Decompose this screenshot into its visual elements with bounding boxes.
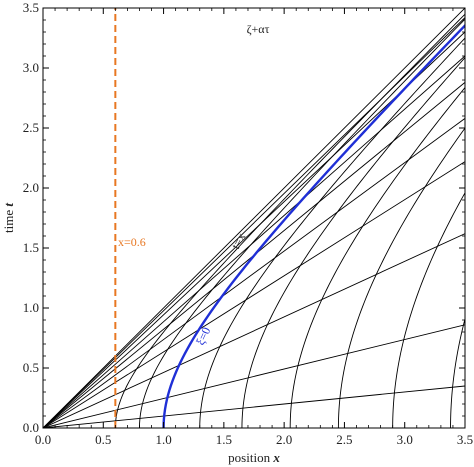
x-tick-label-7: 3.5 xyxy=(457,432,473,447)
x-tick-label-3: 1.5 xyxy=(216,432,232,447)
ray-line-6 xyxy=(43,161,465,428)
y-tick-label-6: 3.0 xyxy=(23,60,39,75)
x-tick-label-0: 0.0 xyxy=(35,432,51,447)
labels-layer: 0.0 0.5 1.0 1.5 2.0 2.5 3.0 3.5 0.0 0.5 1.0 1.5 2.0 2… xyxy=(23,0,473,447)
curves-layer xyxy=(114,13,465,428)
y-tick-label-4: 2.0 xyxy=(23,180,39,195)
ray-line-8 xyxy=(43,324,465,428)
x-tick-label-6: 3.0 xyxy=(397,432,413,447)
x-tick-label-2: 1.0 xyxy=(155,432,171,447)
annotation-highlight: ξ=0 xyxy=(193,325,213,347)
plot-frame xyxy=(42,7,466,429)
ray-line-0 xyxy=(43,8,465,428)
ray-line-1 xyxy=(43,17,465,428)
y-tick-label-3: 1.5 xyxy=(23,240,39,255)
ray-line-7 xyxy=(43,233,465,428)
y-tick-label-1: 0.5 xyxy=(23,360,39,375)
annotation-vertical: x=0.6 xyxy=(118,235,146,249)
y-tick-label-5: 2.5 xyxy=(23,120,39,135)
curve-line-0 xyxy=(114,13,465,428)
y-tick-label-0: 0.0 xyxy=(23,420,39,435)
ticks-layer xyxy=(42,7,466,429)
x-tick-label-1: 0.5 xyxy=(95,432,111,447)
ray-line-5 xyxy=(43,118,465,428)
x-tick-label-4: 2.0 xyxy=(276,432,292,447)
curve-line-3 xyxy=(199,37,465,428)
annotation-diagonal: t=x xyxy=(228,231,248,252)
rays-layer xyxy=(43,8,465,428)
ray-line-9 xyxy=(43,385,465,428)
curve-line-1 xyxy=(139,18,465,428)
curve-line-4 xyxy=(241,56,465,428)
y-axis-title: time t xyxy=(1,203,16,233)
curve-line-7 xyxy=(392,191,465,428)
y-tick-label-2: 1.0 xyxy=(23,300,39,315)
x-axis-title: position x xyxy=(228,450,280,465)
y-tick-label-7: 3.5 xyxy=(23,0,39,15)
curve-line-6 xyxy=(337,127,465,428)
curve-line-5 xyxy=(289,86,465,428)
highlight-curve xyxy=(162,23,465,428)
ray-line-3 xyxy=(43,55,465,428)
curve-line-8 xyxy=(450,317,465,428)
annotation-top: ζ+ατ xyxy=(247,22,270,36)
x-tick-label-5: 2.5 xyxy=(336,432,352,447)
